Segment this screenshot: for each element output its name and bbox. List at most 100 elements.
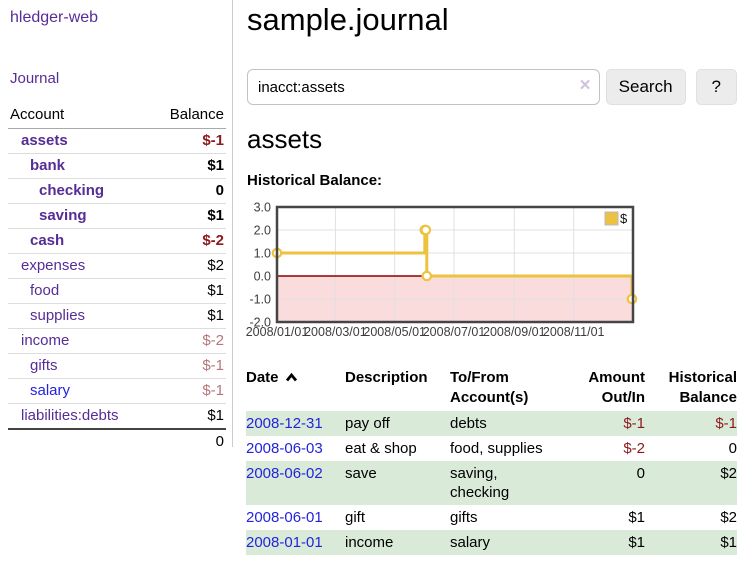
register-row: 2008-06-01 gift gifts $1 $2 xyxy=(246,505,737,530)
help-button[interactable]: ? xyxy=(695,69,737,105)
transaction-accounts: food, supplies xyxy=(450,440,543,457)
svg-text:-2.0: -2.0 xyxy=(249,316,271,330)
account-row: liabilities:debts $1 xyxy=(8,403,226,429)
account-link[interactable]: saving xyxy=(39,207,87,224)
account-balance: $-2 xyxy=(150,328,226,354)
transaction-balance: $-1 xyxy=(715,415,737,432)
transaction-description: save xyxy=(345,465,377,482)
svg-text:2008/05/01: 2008/05/01 xyxy=(363,325,426,339)
account-balance: $2 xyxy=(150,253,226,279)
register-row: 2008-12-31 pay off debts $-1 $-1 xyxy=(246,411,737,436)
account-row: checking 0 xyxy=(8,178,226,204)
svg-text:0.0: 0.0 xyxy=(254,270,271,284)
transaction-accounts: salary xyxy=(450,534,491,551)
account-balance: $-1 xyxy=(150,353,226,379)
account-row: assets $-1 xyxy=(8,129,226,154)
transaction-balance: $2 xyxy=(720,465,737,482)
register-header-balance: Historical Balance xyxy=(668,369,737,406)
register-header-date[interactable]: Date xyxy=(246,368,345,411)
accounts-total-row: 0 xyxy=(8,428,226,454)
account-link[interactable]: expenses xyxy=(21,257,86,274)
transaction-amount: 0 xyxy=(636,465,645,482)
account-balance: $-1 xyxy=(150,378,226,404)
account-heading: assets xyxy=(247,124,323,154)
sidebar: hledger-web Journal Account Balance asse… xyxy=(0,0,233,454)
account-row: cash $-2 xyxy=(8,228,226,254)
transaction-balance: 0 xyxy=(728,440,737,457)
account-balance: $1 xyxy=(150,278,226,304)
transaction-date-link[interactable]: 2008-12-31 xyxy=(246,415,323,432)
search-bar: × Search ? xyxy=(247,69,737,105)
account-link[interactable]: liabilities:debts xyxy=(21,407,119,424)
svg-text:3.0: 3.0 xyxy=(254,201,271,215)
register-table: Date Description To/From Account(s) Amou… xyxy=(246,368,737,555)
svg-text:1.0: 1.0 xyxy=(254,247,271,261)
account-link[interactable]: assets xyxy=(21,132,68,149)
account-link[interactable]: food xyxy=(30,282,60,299)
account-row: gifts $-1 xyxy=(8,353,226,379)
clear-search-icon[interactable]: × xyxy=(579,75,591,96)
chart-title: Historical Balance: xyxy=(247,172,383,189)
account-balance: $1 xyxy=(150,203,226,229)
transaction-balance: $1 xyxy=(720,534,737,551)
account-row: supplies $1 xyxy=(8,303,226,329)
accounts-header-account: Account xyxy=(8,102,151,129)
sidebar-item-journal[interactable]: Journal xyxy=(10,70,60,87)
register-row: 2008-06-02 save saving, checking 0 $2 xyxy=(246,461,737,505)
transaction-description: pay off xyxy=(345,415,390,432)
svg-text:-1.0: -1.0 xyxy=(249,293,271,307)
accounts-total: 0 xyxy=(150,428,226,454)
search-button[interactable]: Search xyxy=(605,69,686,105)
account-row: salary $-1 xyxy=(8,378,226,404)
transaction-description: eat & shop xyxy=(345,440,417,457)
account-row: income $-2 xyxy=(8,328,226,354)
account-link[interactable]: supplies xyxy=(30,307,86,324)
brand-link[interactable]: hledger-web xyxy=(10,9,99,26)
account-link[interactable]: gifts xyxy=(30,357,58,374)
sort-asc-icon xyxy=(285,372,297,382)
accounts-header-balance: Balance xyxy=(150,102,226,129)
transaction-amount: $1 xyxy=(628,509,645,526)
transaction-accounts: gifts xyxy=(450,509,478,526)
historical-balance-chart: $3.0 2.0 1.0 0.0 -1.0 -2.02008/01/012008/03/0… xyxy=(246,201,638,339)
account-link[interactable]: income xyxy=(21,332,70,349)
register-header-accounts: To/From Account(s) xyxy=(450,369,529,406)
transaction-date-link[interactable]: 2008-06-02 xyxy=(246,465,323,482)
register-header-description: Description xyxy=(345,369,428,386)
account-row: expenses $2 xyxy=(8,253,226,279)
account-balance: $-1 xyxy=(202,132,224,149)
transaction-accounts: saving, checking xyxy=(450,465,510,501)
account-row: saving $1 xyxy=(8,203,226,229)
account-link[interactable]: salary xyxy=(30,382,71,399)
account-balance: $1 xyxy=(150,153,226,179)
svg-text:2.0: 2.0 xyxy=(254,224,271,238)
register-row: 2008-06-03 eat & shop food, supplies $-2 0 xyxy=(246,436,737,461)
register-header-amount: Amount Out/In xyxy=(588,369,645,406)
transaction-amount: $-2 xyxy=(623,440,645,457)
svg-text:2008/03/01: 2008/03/01 xyxy=(304,325,367,339)
svg-text:2008/09/01: 2008/09/01 xyxy=(483,325,546,339)
search-input[interactable] xyxy=(247,69,600,105)
account-row: food $1 xyxy=(8,278,226,304)
account-row: bank $1 xyxy=(8,153,226,179)
transaction-date-link[interactable]: 2008-06-01 xyxy=(246,509,323,526)
transaction-accounts: debts xyxy=(450,415,487,432)
svg-text:2008/01/01: 2008/01/01 xyxy=(246,325,309,339)
svg-text:2008/07/01: 2008/07/01 xyxy=(423,325,486,339)
svg-text:$: $ xyxy=(620,211,628,226)
transaction-description: gift xyxy=(345,509,366,526)
account-balance: $1 xyxy=(150,303,226,329)
account-link[interactable]: cash xyxy=(30,232,65,249)
page-title: sample.journal xyxy=(247,2,449,37)
account-balance: 0 xyxy=(150,178,226,204)
account-balance: $1 xyxy=(150,403,226,429)
transaction-date-link[interactable]: 2008-06-03 xyxy=(246,440,323,457)
transaction-amount: $1 xyxy=(628,534,645,551)
account-link[interactable]: bank xyxy=(30,157,66,174)
accounts-table: Account Balance assets $-1 bank $1 checking 0… xyxy=(8,102,226,454)
transaction-date-link[interactable]: 2008-01-01 xyxy=(246,534,323,551)
account-link[interactable]: checking xyxy=(39,182,105,199)
search-input-wrap: × xyxy=(247,69,600,105)
account-balance: $-2 xyxy=(150,228,226,254)
transaction-amount: $-1 xyxy=(623,415,645,432)
